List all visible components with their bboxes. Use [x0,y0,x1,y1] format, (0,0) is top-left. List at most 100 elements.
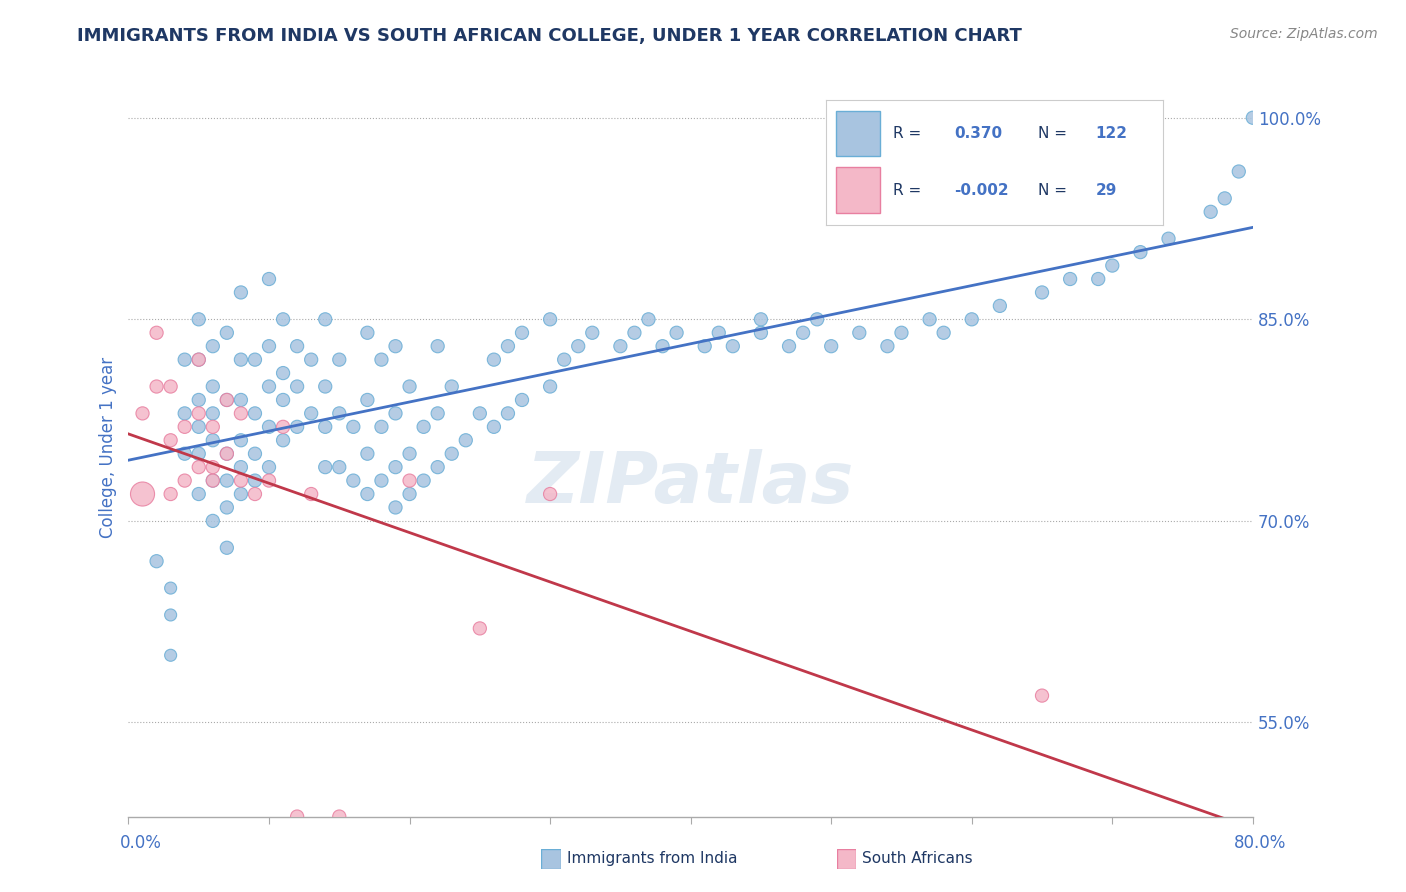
Point [510,392,533,407]
Point [426,406,449,420]
Point [215,392,238,407]
Point [637,312,659,326]
Point [229,285,252,300]
Point [721,339,744,353]
Point [159,434,181,448]
Point [960,312,983,326]
Text: IMMIGRANTS FROM INDIA VS SOUTH AFRICAN COLLEGE, UNDER 1 YEAR CORRELATION CHART: IMMIGRANTS FROM INDIA VS SOUTH AFRICAN C… [77,27,1022,45]
Point [876,339,898,353]
Point [215,541,238,555]
Point [426,460,449,475]
Point [426,339,449,353]
Point [187,447,209,461]
Point [412,420,434,434]
Point [384,339,406,353]
Point [581,326,603,340]
Point [299,352,322,367]
Point [806,312,828,326]
Point [848,326,870,340]
Point [1227,164,1250,178]
Point [1241,111,1264,125]
Point [932,326,955,340]
Text: Immigrants from India: Immigrants from India [567,852,737,866]
Point [159,379,181,393]
Point [384,406,406,420]
Point [440,447,463,461]
Point [271,420,294,434]
Point [243,487,266,501]
Point [257,474,280,488]
Point [356,392,378,407]
Point [173,406,195,420]
Point [201,339,224,353]
Point [482,352,505,367]
Point [707,326,730,340]
Point [749,312,772,326]
Point [243,474,266,488]
Point [538,379,561,393]
Point [229,392,252,407]
Point [356,326,378,340]
Point [370,352,392,367]
Point [384,460,406,475]
Point [384,500,406,515]
Point [201,514,224,528]
Point [299,487,322,501]
Point [510,326,533,340]
Text: South Africans: South Africans [862,852,973,866]
Text: Source: ZipAtlas.com: Source: ZipAtlas.com [1230,27,1378,41]
Text: 80.0%: 80.0% [1234,834,1286,852]
Point [243,352,266,367]
Point [1101,259,1123,273]
Point [285,809,308,823]
Point [482,420,505,434]
Point [538,487,561,501]
Point [1031,285,1053,300]
Point [229,460,252,475]
Point [201,406,224,420]
Point [173,420,195,434]
Point [187,406,209,420]
Point [173,447,195,461]
Point [201,474,224,488]
Point [468,621,491,635]
Point [988,299,1011,313]
Point [271,434,294,448]
Point [285,379,308,393]
Point [1157,232,1180,246]
Point [496,406,519,420]
Point [187,392,209,407]
Point [215,500,238,515]
Point [215,474,238,488]
Point [328,352,350,367]
Point [412,474,434,488]
Point [257,272,280,286]
Point [538,312,561,326]
Point [1031,689,1053,703]
Point [187,420,209,434]
Point [201,474,224,488]
Point [609,339,631,353]
Point [159,487,181,501]
Point [187,312,209,326]
Point [201,420,224,434]
Point [314,379,336,393]
Point [187,487,209,501]
Point [145,379,167,393]
Text: ZIPatlas: ZIPatlas [527,450,855,518]
Point [215,326,238,340]
Point [356,487,378,501]
Point [145,326,167,340]
Point [553,352,575,367]
Point [173,352,195,367]
Point [398,474,420,488]
Point [370,474,392,488]
Point [187,352,209,367]
Point [131,487,153,501]
Point [314,460,336,475]
Point [693,339,716,353]
Point [257,420,280,434]
Point [342,474,364,488]
Point [1213,191,1236,205]
Point [440,379,463,393]
